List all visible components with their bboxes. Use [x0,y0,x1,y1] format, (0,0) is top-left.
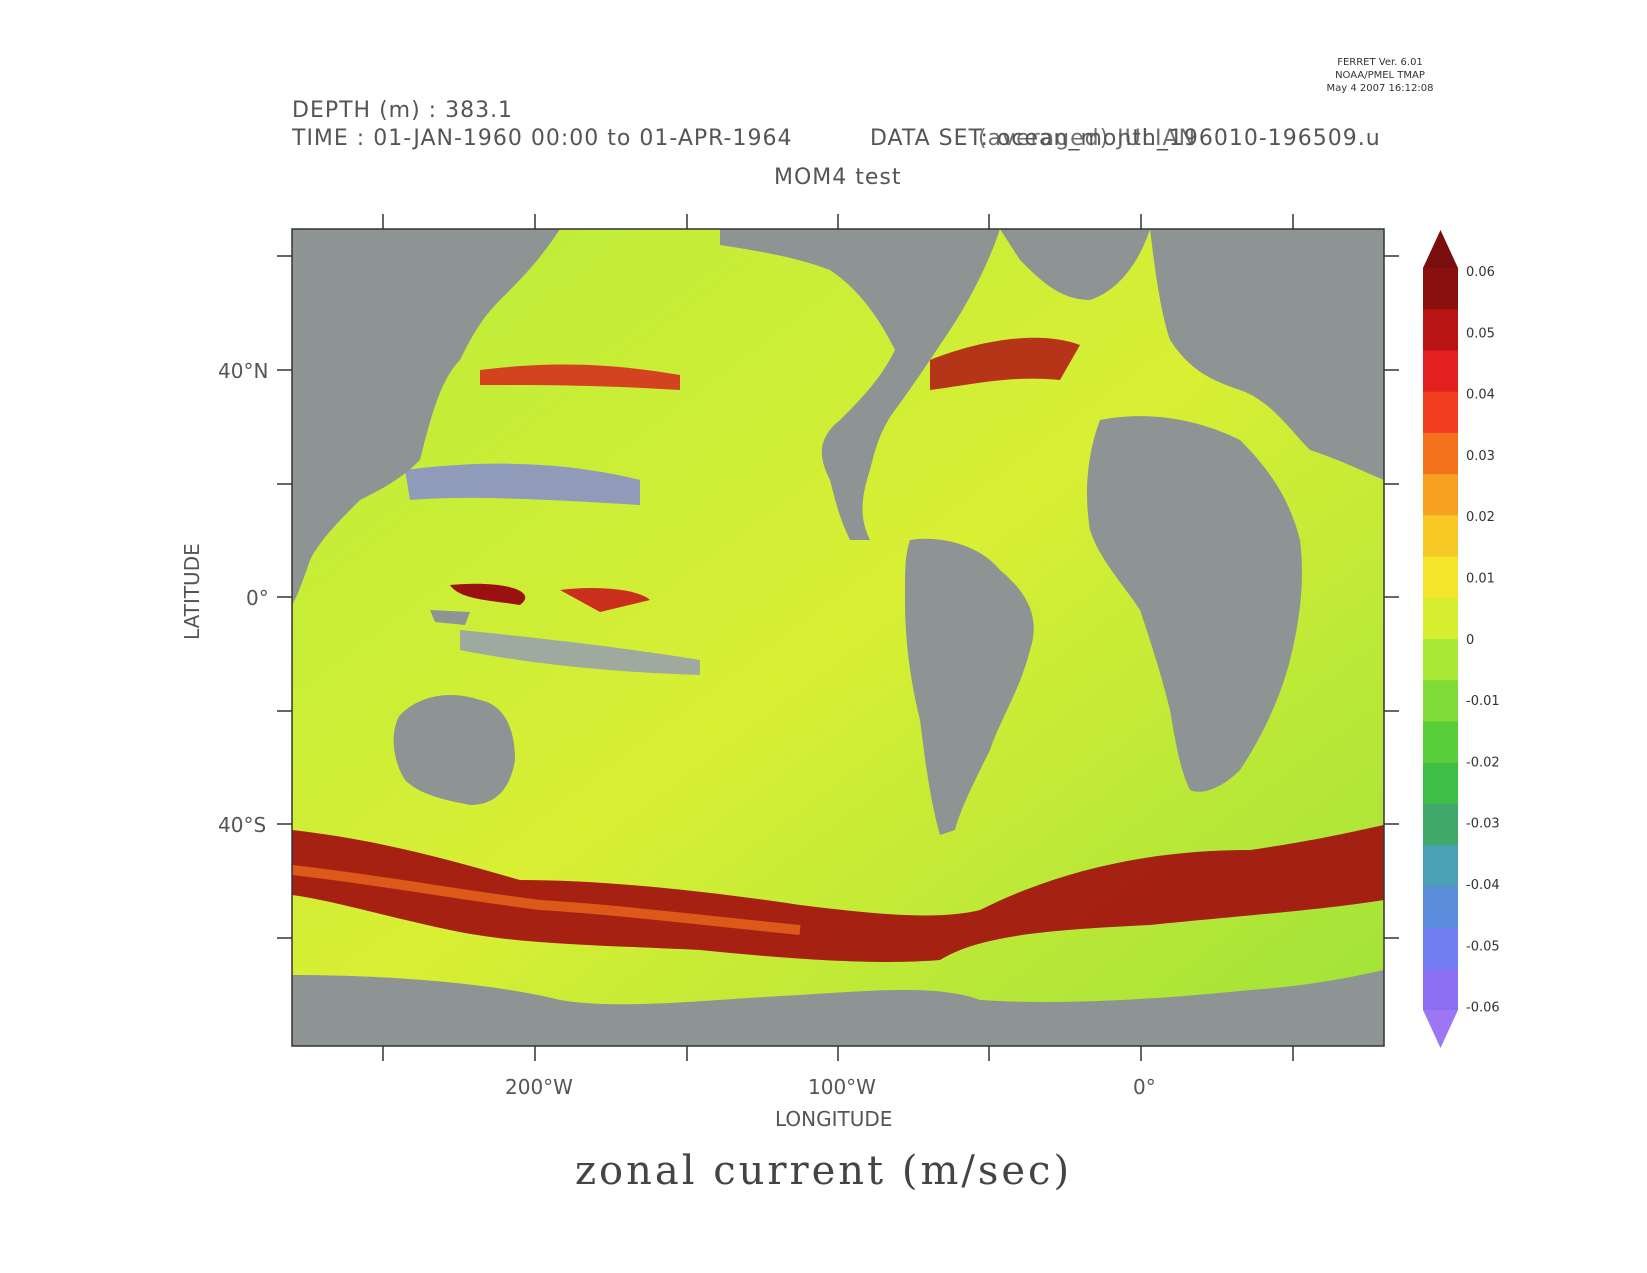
colorbar-swatch [1423,927,1458,970]
xtick-200w: 200°W [505,1075,573,1099]
colorbar-swatch [1423,721,1458,764]
colorbar-label: 0.03 [1466,449,1495,464]
colorbar-label: 0 [1466,633,1474,648]
colorbar-label: 0.05 [1466,326,1495,341]
colorbar-label: -0.03 [1466,817,1500,832]
time-label: TIME : 01-JAN-1960 00:00 to 01-APR-1964 [292,126,793,151]
map-field [292,229,1384,1046]
colorbar-label: 0.04 [1466,388,1495,403]
xtick-100w: 100°W [808,1075,876,1099]
ferret-stamp: FERRET Ver. 6.01 NOAA/PMEL TMAP May 4 20… [1300,56,1460,95]
colorbar-swatch [1423,432,1458,475]
north-equatorial-band [405,463,640,505]
land-australia [393,695,515,805]
x-axis-title: LONGITUDE [775,1107,893,1131]
ytick-0: 0° [246,586,269,610]
map-caption: zonal current (m/sec) [574,1148,1073,1194]
colorbar-swatch [1423,474,1458,516]
depth-label: DEPTH (m) : 383.1 [292,98,514,123]
kuroshio-extension [480,364,680,390]
colorbar-label: -0.01 [1466,694,1500,709]
colorbar-swatch [1423,556,1458,599]
colorbar-label: 0.01 [1466,572,1495,587]
land-antarctica [292,970,1384,1046]
colorbar-swatch [1423,845,1458,887]
y-axis-title: LATITUDE [180,543,204,640]
dataset-label: DATA SET: ocean_month_196010-196509.u [870,126,1381,151]
colorbar-label: -0.06 [1466,1001,1500,1016]
equatorial-feature [560,588,650,612]
ytick-40s: 40°S [218,813,267,837]
colorbar-swatch [1423,886,1458,929]
colorbar-swatch [1423,515,1458,558]
colorbar-label: -0.04 [1466,878,1500,893]
xtick-0: 0° [1133,1075,1156,1099]
colorbar-swatch [1423,968,1458,1011]
colorbar-label: 0.02 [1466,510,1495,525]
undercurrent-core [450,583,526,605]
land-greenland [1000,229,1150,300]
colorbar-swatch [1423,639,1458,681]
colorbar-swatch [1423,597,1458,640]
colorbar-top-arrow [1423,230,1458,268]
colorbar-swatch [1423,762,1458,805]
land-eurasia-east [1150,229,1384,480]
gulf-stream [930,337,1080,390]
land-masses [292,229,1384,1046]
acc-southern-edge [292,865,801,935]
colorbar-label: -0.02 [1466,755,1500,770]
colorbar: 0.06 0.05 0.04 0.03 0.02 0.01 0 -0.01 -0.02 -0.03… [1423,230,1500,1048]
plot-subtitle: MOM4 test [774,165,902,190]
stamp-date: May 4 2007 16:12:08 [1326,83,1434,94]
colorbar-swatch [1423,680,1458,722]
colorbar-swatch [1423,803,1458,846]
colorbar-label: 0.06 [1466,265,1495,280]
dataset-overlay-label: (averaged) JULIAN [978,126,1197,151]
colorbar-swatch [1423,309,1458,351]
colorbar-bottom-arrow [1423,1010,1458,1048]
ytick-40n: 40°N [218,359,269,383]
stamp-version: FERRET Ver. 6.01 [1337,57,1423,68]
colorbar-swatch [1423,268,1458,310]
land-south-america [905,538,1034,835]
colorbar-label: -0.05 [1466,939,1500,954]
land-africa [1087,416,1302,792]
land-maritime-continent [430,610,470,625]
colorbar-swatch [1423,391,1458,434]
circumpolar-current [292,825,1384,962]
land-asia [292,229,560,605]
colorbar-swatch [1423,350,1458,393]
south-equatorial-band [460,630,700,675]
stamp-org: NOAA/PMEL TMAP [1335,70,1425,81]
axis-ticks [277,214,1399,1061]
land-north-america [720,229,1000,540]
